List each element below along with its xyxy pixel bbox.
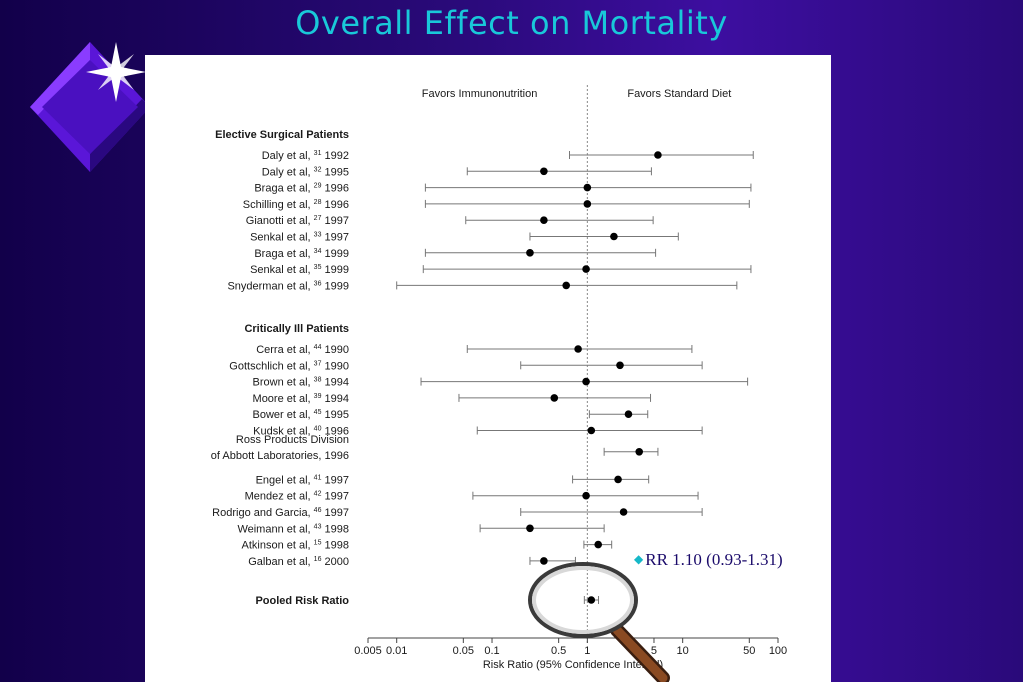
study-point — [594, 540, 603, 549]
study-label: Daly et al, 32 1995 — [262, 166, 349, 178]
x-tick-label: 0.5 — [551, 645, 566, 657]
study-point — [526, 524, 534, 533]
study-point — [635, 448, 644, 456]
study-label: Schilling et al, 28 1996 — [243, 199, 349, 211]
study-label: Brown et al, 38 1994 — [253, 377, 349, 389]
pooled-rr-annotation: ◆ RR 1.10 (0.93-1.31) — [634, 550, 783, 570]
x-tick-label: 0.01 — [386, 645, 407, 657]
study-label: Bower et al, 45 1995 — [253, 409, 349, 421]
x-tick-label: 5 — [651, 645, 657, 657]
study-label: Braga et al, 29 1996 — [254, 183, 349, 195]
study-point — [587, 426, 596, 435]
forest-plot: Favors Immunonutrition Favors Standard Di… — [211, 85, 787, 671]
study-point — [610, 232, 618, 241]
forest-plot-panel: Favors Immunonutrition Favors Standard Di… — [145, 55, 831, 682]
x-tick-label: 50 — [743, 645, 755, 657]
study-point — [619, 508, 628, 516]
left-header: Favors Immunonutrition — [422, 88, 538, 100]
study-label: Moore et al, 39 1994 — [253, 393, 349, 405]
study-label: Cerra et al, 44 1990 — [256, 344, 349, 356]
study-point — [540, 167, 548, 176]
study-point — [540, 557, 548, 565]
x-tick-label: 10 — [677, 645, 689, 657]
study-point — [624, 410, 633, 419]
group-header: Critically Ill Patients — [244, 323, 349, 335]
study-point — [614, 475, 622, 484]
study-label: Senkal et al, 35 1999 — [250, 264, 349, 276]
study-point — [582, 377, 590, 386]
study-point — [583, 200, 592, 208]
study-label: Atkinson et al, 15 1998 — [242, 540, 349, 552]
group-header: Elective Surgical Patients — [215, 129, 349, 141]
study-point — [550, 394, 559, 402]
study-point — [582, 265, 590, 273]
study-label: Engel et al, 41 1997 — [256, 474, 349, 486]
pooled-rr-text: RR 1.10 (0.93-1.31) — [645, 550, 783, 569]
x-tick-label: 0.005 — [354, 645, 382, 657]
study-label: Senkal et al, 33 1997 — [250, 232, 349, 244]
x-tick-label: 0.05 — [453, 645, 474, 657]
study-label: Gottschlich et al, 37 1990 — [229, 360, 349, 372]
study-label: Daly et al, 31 1992 — [262, 150, 349, 162]
study-label: Snyderman et al, 36 1999 — [227, 280, 349, 292]
study-label: Galban et al, 16 2000 — [248, 556, 349, 568]
diamond-icon: ◆ — [634, 552, 644, 566]
x-axis-label: Risk Ratio (95% Confidence Interval) — [483, 659, 663, 671]
x-tick-label: 1 — [584, 645, 590, 657]
study-label: Rodrigo and Garcia, 46 1997 — [212, 507, 349, 519]
study-label: Ross Products Division — [236, 434, 349, 446]
study-point — [540, 216, 548, 224]
study-point — [526, 249, 534, 257]
study-point — [616, 361, 624, 370]
study-label: Braga et al, 34 1999 — [254, 248, 349, 260]
x-tick-label: 100 — [769, 645, 787, 657]
pooled-point — [587, 596, 596, 604]
study-point — [562, 281, 571, 290]
x-tick-label: 0.1 — [484, 645, 499, 657]
study-label: of Abbott Laboratories, 1996 — [211, 450, 349, 462]
right-header: Favors Standard Diet — [627, 88, 731, 100]
study-point — [574, 345, 582, 353]
study-label: Mendez et al, 42 1997 — [245, 491, 349, 503]
pooled-label: Pooled Risk Ratio — [255, 595, 349, 607]
slide-title: Overall Effect on Mortality — [295, 4, 728, 42]
study-label: Weimann et al, 43 1998 — [237, 523, 349, 535]
sparkle-diamond-icon — [30, 42, 150, 172]
study-label: Kudsk et al, 40 1996 — [253, 426, 349, 438]
study-label: Gianotti et al, 27 1997 — [246, 215, 349, 227]
study-point — [583, 183, 592, 192]
magnifying-glass-icon — [528, 562, 670, 682]
study-point — [654, 151, 662, 159]
study-point — [582, 491, 590, 500]
